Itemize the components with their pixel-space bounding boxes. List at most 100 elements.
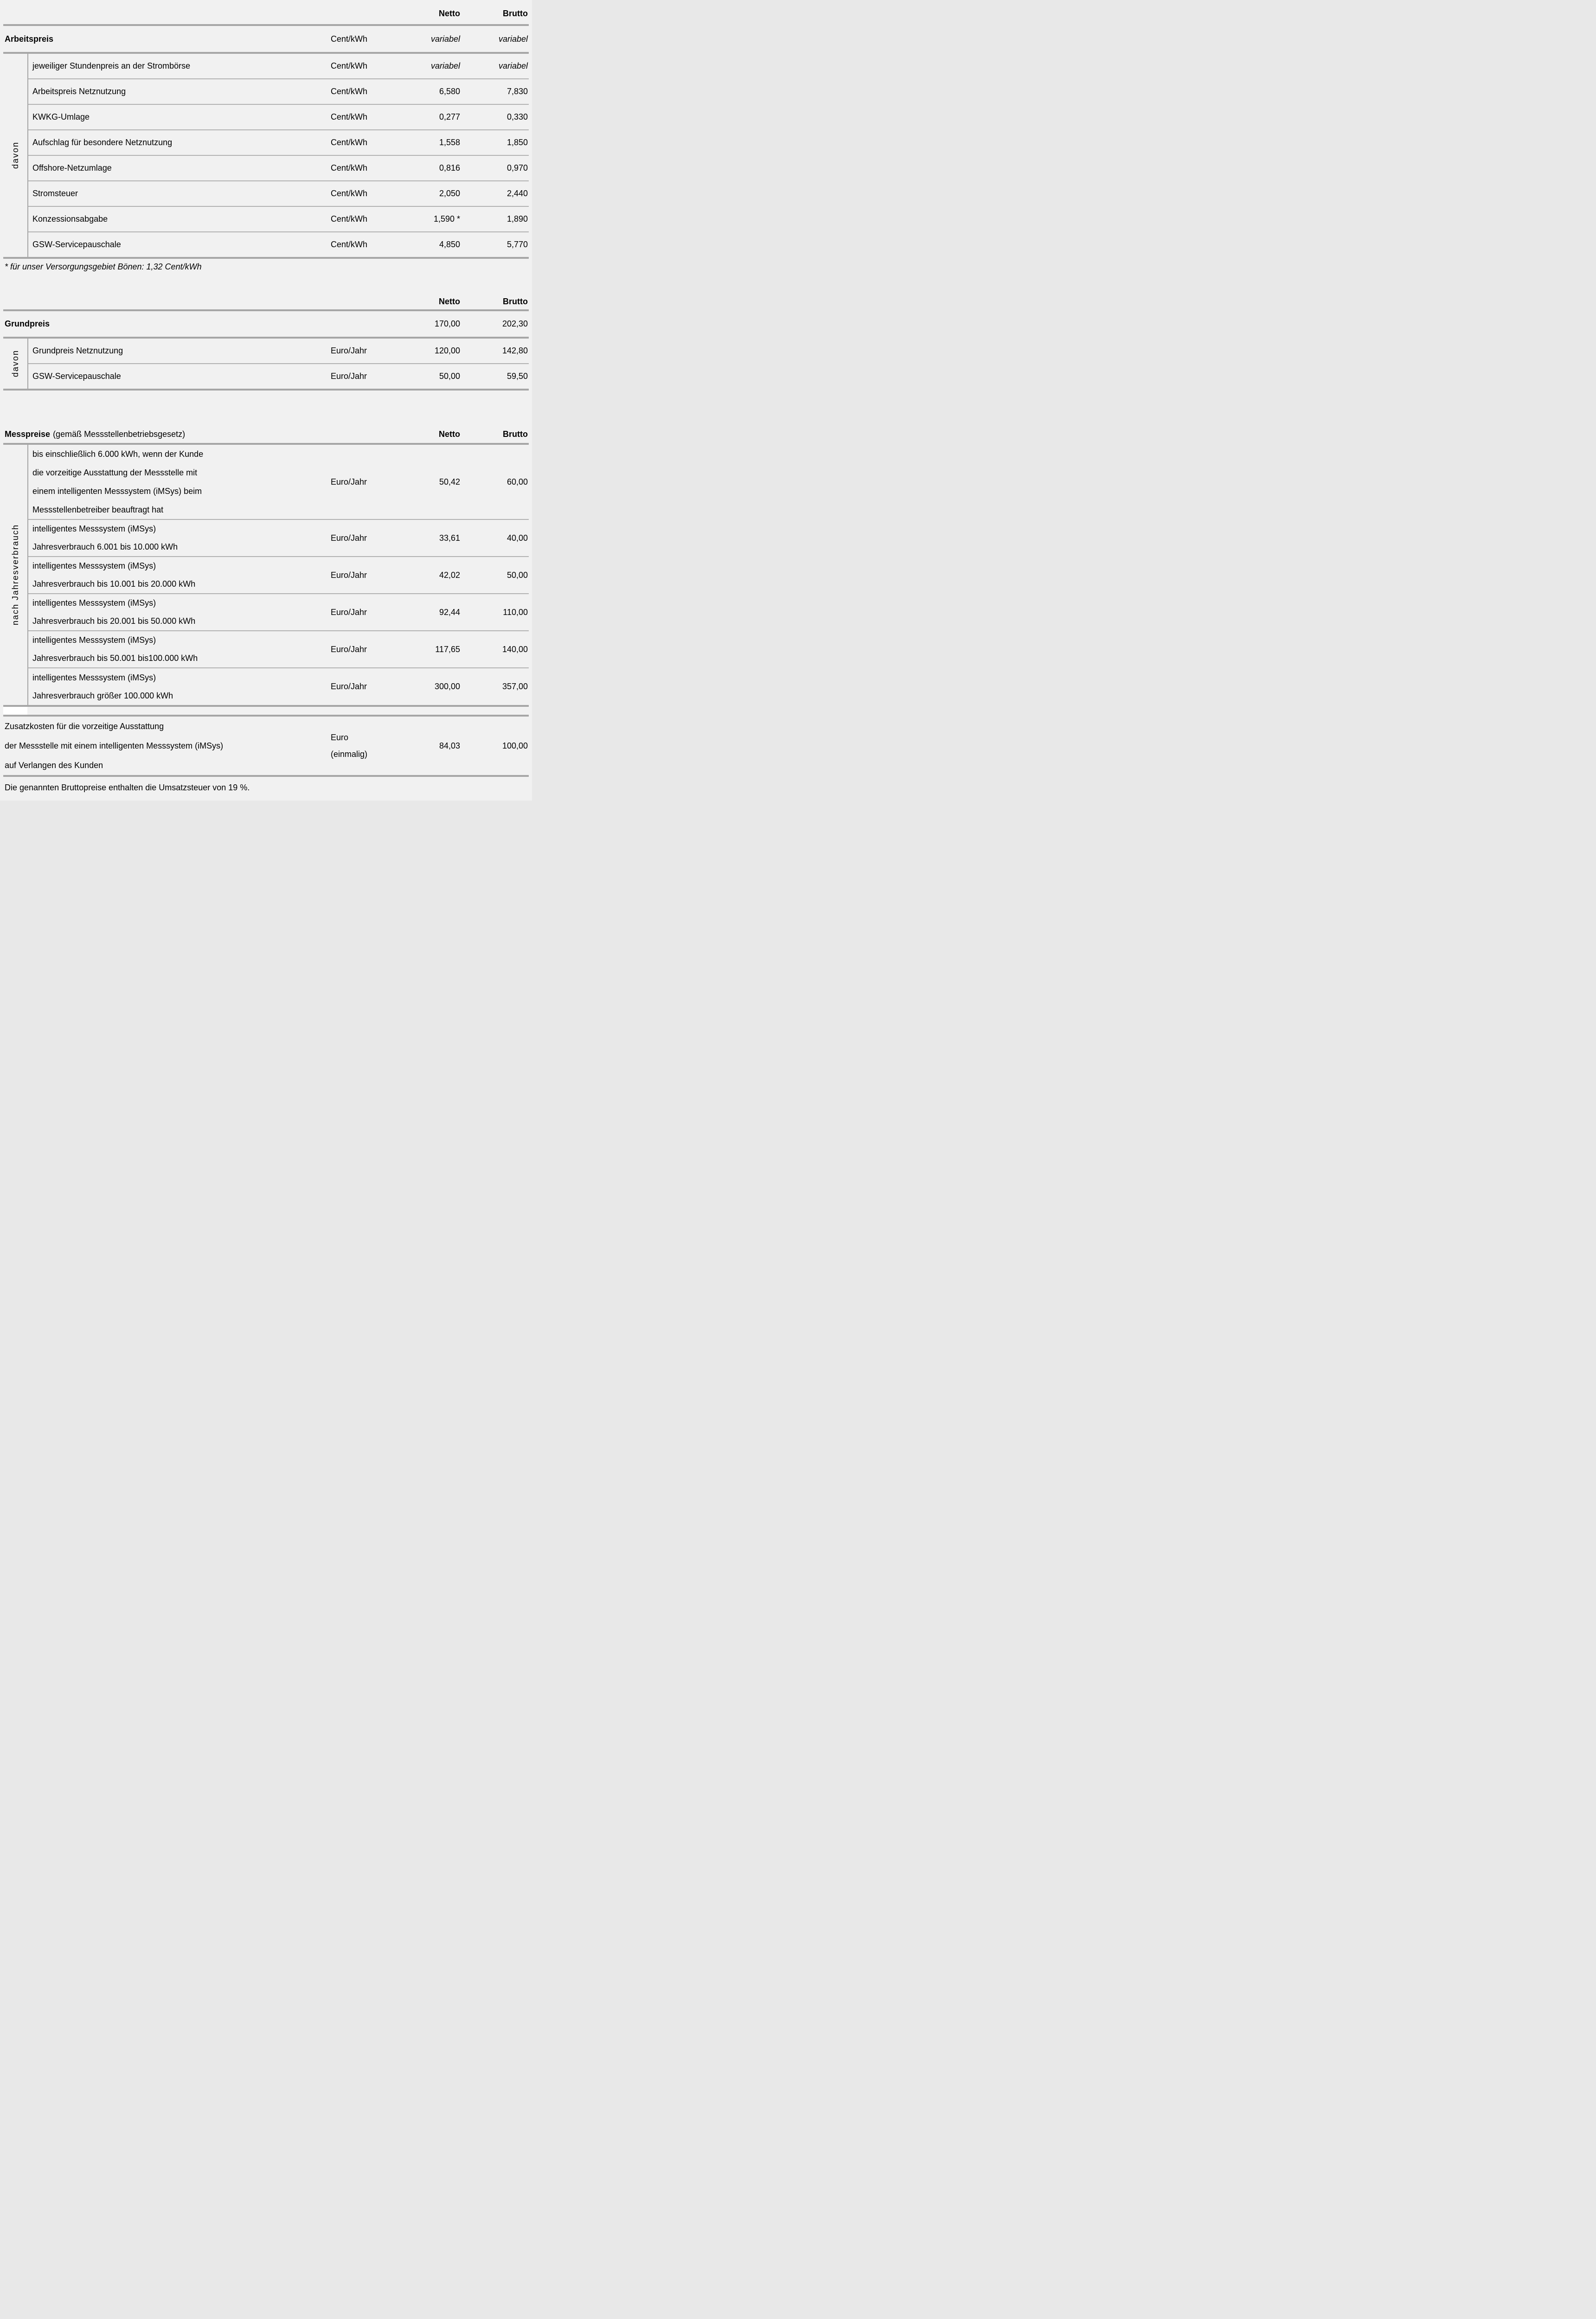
netto-column-header: Netto (439, 8, 460, 18)
row-netto-value: 2,050 (439, 189, 460, 198)
row-netto-value: 50,42 (439, 477, 460, 487)
unit-line: (einmalig) (331, 750, 368, 759)
section-divider (3, 52, 529, 54)
section-divider (3, 775, 529, 777)
row-unit: Cent/kWh (331, 163, 368, 173)
price-sheet-page: Netto Brutto Arbeitspreis Cent/kWh varia… (0, 0, 532, 801)
row-divider (28, 104, 529, 105)
row-brutto-value: 202,30 (502, 319, 528, 328)
jahresverbrauch-side-cell: nach Jahresverbrauch (3, 445, 28, 705)
row-label: Arbeitspreis (5, 34, 54, 44)
label-line: Jahresverbrauch größer 100.000 kWh (32, 691, 173, 700)
davon-label: davon (10, 141, 20, 169)
row-netto-value: 84,03 (439, 741, 460, 750)
row-brutto-value: 0,970 (506, 163, 528, 173)
column-header-row-1: Netto Brutto (3, 0, 529, 24)
netto-column-header: Netto (439, 297, 460, 306)
section-divider (3, 337, 529, 339)
jahresverbrauch-label: nach Jahresverbrauch (10, 524, 20, 626)
row-netto-value: 1,590 * (433, 214, 460, 224)
table-row: GSW-Servicepauschale Cent/kWh 4,850 5,77… (28, 232, 529, 257)
empty-cell (328, 13, 390, 14)
row-netto-value: 42,02 (439, 570, 460, 580)
table-row: intelligentes Messsystem (iMSys) Jahresv… (28, 668, 529, 705)
row-label: intelligentes Messsystem (iMSys) Jahresv… (28, 557, 328, 593)
messpreise-title-suffix: (gemäß Messstellenbetriebsgesetz) (53, 429, 186, 439)
section-divider (3, 705, 529, 707)
label-line: Jahresverbrauch bis 20.001 bis 50.000 kW… (32, 616, 196, 626)
messpreise-section: nach Jahresverbrauch bis einschließlich … (3, 445, 529, 705)
row-label: Aufschlag für besondere Netznutzung (32, 138, 173, 147)
section-divider (3, 389, 529, 391)
label-line: Jahresverbrauch 6.001 bis 10.000 kWh (32, 542, 178, 551)
row-brutto-value: 59,50 (506, 372, 528, 381)
row-unit: Cent/kWh (331, 112, 368, 122)
label-line: Zusatzkosten für die vorzeitige Ausstatt… (5, 722, 164, 731)
label-line: auf Verlangen des Kunden (5, 761, 103, 770)
netto-column-header: Netto (439, 429, 460, 439)
row-brutto-value: 1,890 (506, 214, 528, 224)
row-divider (28, 206, 529, 207)
grundpreis-davon-section: davon Grundpreis Netznutzung Euro/Jahr 1… (3, 339, 529, 389)
row-brutto-value: 1,850 (506, 138, 528, 147)
label-line: intelligentes Messsystem (iMSys) (32, 673, 156, 682)
label-line: Messstellenbetreiber beauftragt hat (32, 505, 164, 514)
row-netto-value: 92,44 (439, 607, 460, 617)
row-label: Arbeitspreis Netznutzung (32, 87, 126, 96)
table-row: bis einschließlich 6.000 kWh, wenn der K… (28, 445, 529, 519)
row-brutto-value: variabel (498, 34, 528, 44)
table-row: Stromsteuer Cent/kWh 2,050 2,440 (28, 181, 529, 206)
section-divider (3, 24, 529, 26)
row-divider (28, 129, 529, 130)
messpreise-title-main: Messpreise (5, 429, 51, 439)
grundpreis-row: Grundpreis 170,00 202,30 (3, 311, 529, 337)
row-unit: Cent/kWh (331, 214, 368, 224)
empty-cell (3, 13, 328, 14)
row-brutto-value: 142,80 (502, 346, 528, 355)
row-unit: Euro/Jahr (331, 682, 367, 691)
table-row: intelligentes Messsystem (iMSys) Jahresv… (28, 631, 529, 667)
row-divider (28, 556, 529, 557)
row-brutto-value: 40,00 (506, 533, 528, 543)
footer-note: Die genannten Bruttopreise enthalten die… (5, 782, 250, 792)
row-netto-value: 33,61 (439, 533, 460, 543)
label-line: bis einschließlich 6.000 kWh, wenn der K… (32, 449, 204, 459)
table-row: Offshore-Netzumlage Cent/kWh 0,816 0,970 (28, 156, 529, 180)
section-divider (3, 443, 529, 445)
row-label: Zusatzkosten für die vorzeitige Ausstatt… (3, 717, 328, 775)
brutto-column-header: Brutto (503, 297, 528, 306)
row-brutto-value: 140,00 (502, 644, 528, 654)
row-unit: Euro/Jahr (331, 607, 367, 617)
row-label: Konzessionsabgabe (32, 214, 108, 224)
row-unit: Euro/Jahr (331, 477, 367, 487)
arbeitspreis-davon-section: davon jeweiliger Stundenpreis an der Str… (3, 54, 529, 257)
row-label: jeweiliger Stundenpreis an der Strombörs… (32, 61, 191, 70)
row-divider (28, 667, 529, 668)
row-divider (28, 231, 529, 232)
table-row: intelligentes Messsystem (iMSys) Jahresv… (28, 520, 529, 556)
row-brutto-value: 60,00 (506, 477, 528, 487)
spacer-white-block (3, 707, 27, 715)
row-label: GSW-Servicepauschale (32, 240, 121, 249)
row-netto-value: 0,277 (439, 112, 460, 122)
table-row: Konzessionsabgabe Cent/kWh 1,590 * 1,890 (28, 207, 529, 231)
row-brutto-value: 2,440 (506, 189, 528, 198)
row-unit: Cent/kWh (331, 240, 368, 249)
row-netto-value: variabel (430, 34, 460, 44)
row-label: Grundpreis (5, 319, 50, 328)
table-row: Grundpreis Netznutzung Euro/Jahr 120,00 … (28, 339, 529, 363)
davon-side-cell: davon (3, 54, 28, 257)
row-unit: Euro/Jahr (331, 372, 367, 381)
row-unit: Cent/kWh (331, 138, 368, 147)
row-unit: Euro/Jahr (331, 644, 367, 654)
arbeitspreis-row: Arbeitspreis Cent/kWh variabel variabel (3, 26, 529, 52)
row-divider (28, 630, 529, 631)
row-brutto-value: 0,330 (506, 112, 528, 122)
row-netto-value: 4,850 (439, 240, 460, 249)
label-line: intelligentes Messsystem (iMSys) (32, 561, 156, 570)
spacer-row (3, 707, 529, 715)
row-label: bis einschließlich 6.000 kWh, wenn der K… (28, 445, 328, 519)
row-label: Grundpreis Netznutzung (32, 346, 123, 355)
table-row: Arbeitspreis Netznutzung Cent/kWh 6,580 … (28, 79, 529, 104)
row-label: intelligentes Messsystem (iMSys) Jahresv… (28, 631, 328, 667)
